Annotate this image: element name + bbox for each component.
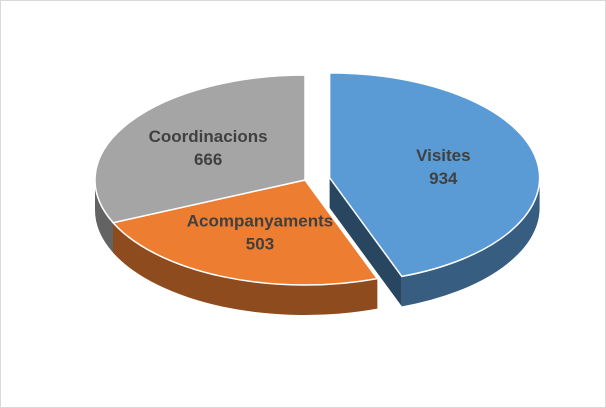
- pie-slice: [94, 74, 306, 224]
- slice-label-value: 503: [246, 235, 274, 254]
- slice-wall: [95, 180, 114, 253]
- slice-label-value: 934: [429, 169, 458, 188]
- slice-side: [329, 177, 402, 307]
- data-labels: Visites 934 Acompanyaments 503 Coordinacions…: [149, 127, 471, 254]
- slice-label-name: Coordinacions: [149, 127, 268, 146]
- slice-label-name: Visites: [416, 146, 471, 165]
- pie-slice: [328, 72, 541, 278]
- pie-slice: [111, 179, 379, 286]
- slice-wall: [113, 222, 378, 316]
- slice-label-value: 666: [194, 150, 222, 169]
- slice-tops: [94, 72, 541, 286]
- slice-label-name: Acompanyaments: [187, 212, 333, 231]
- slice-wall: [401, 177, 540, 307]
